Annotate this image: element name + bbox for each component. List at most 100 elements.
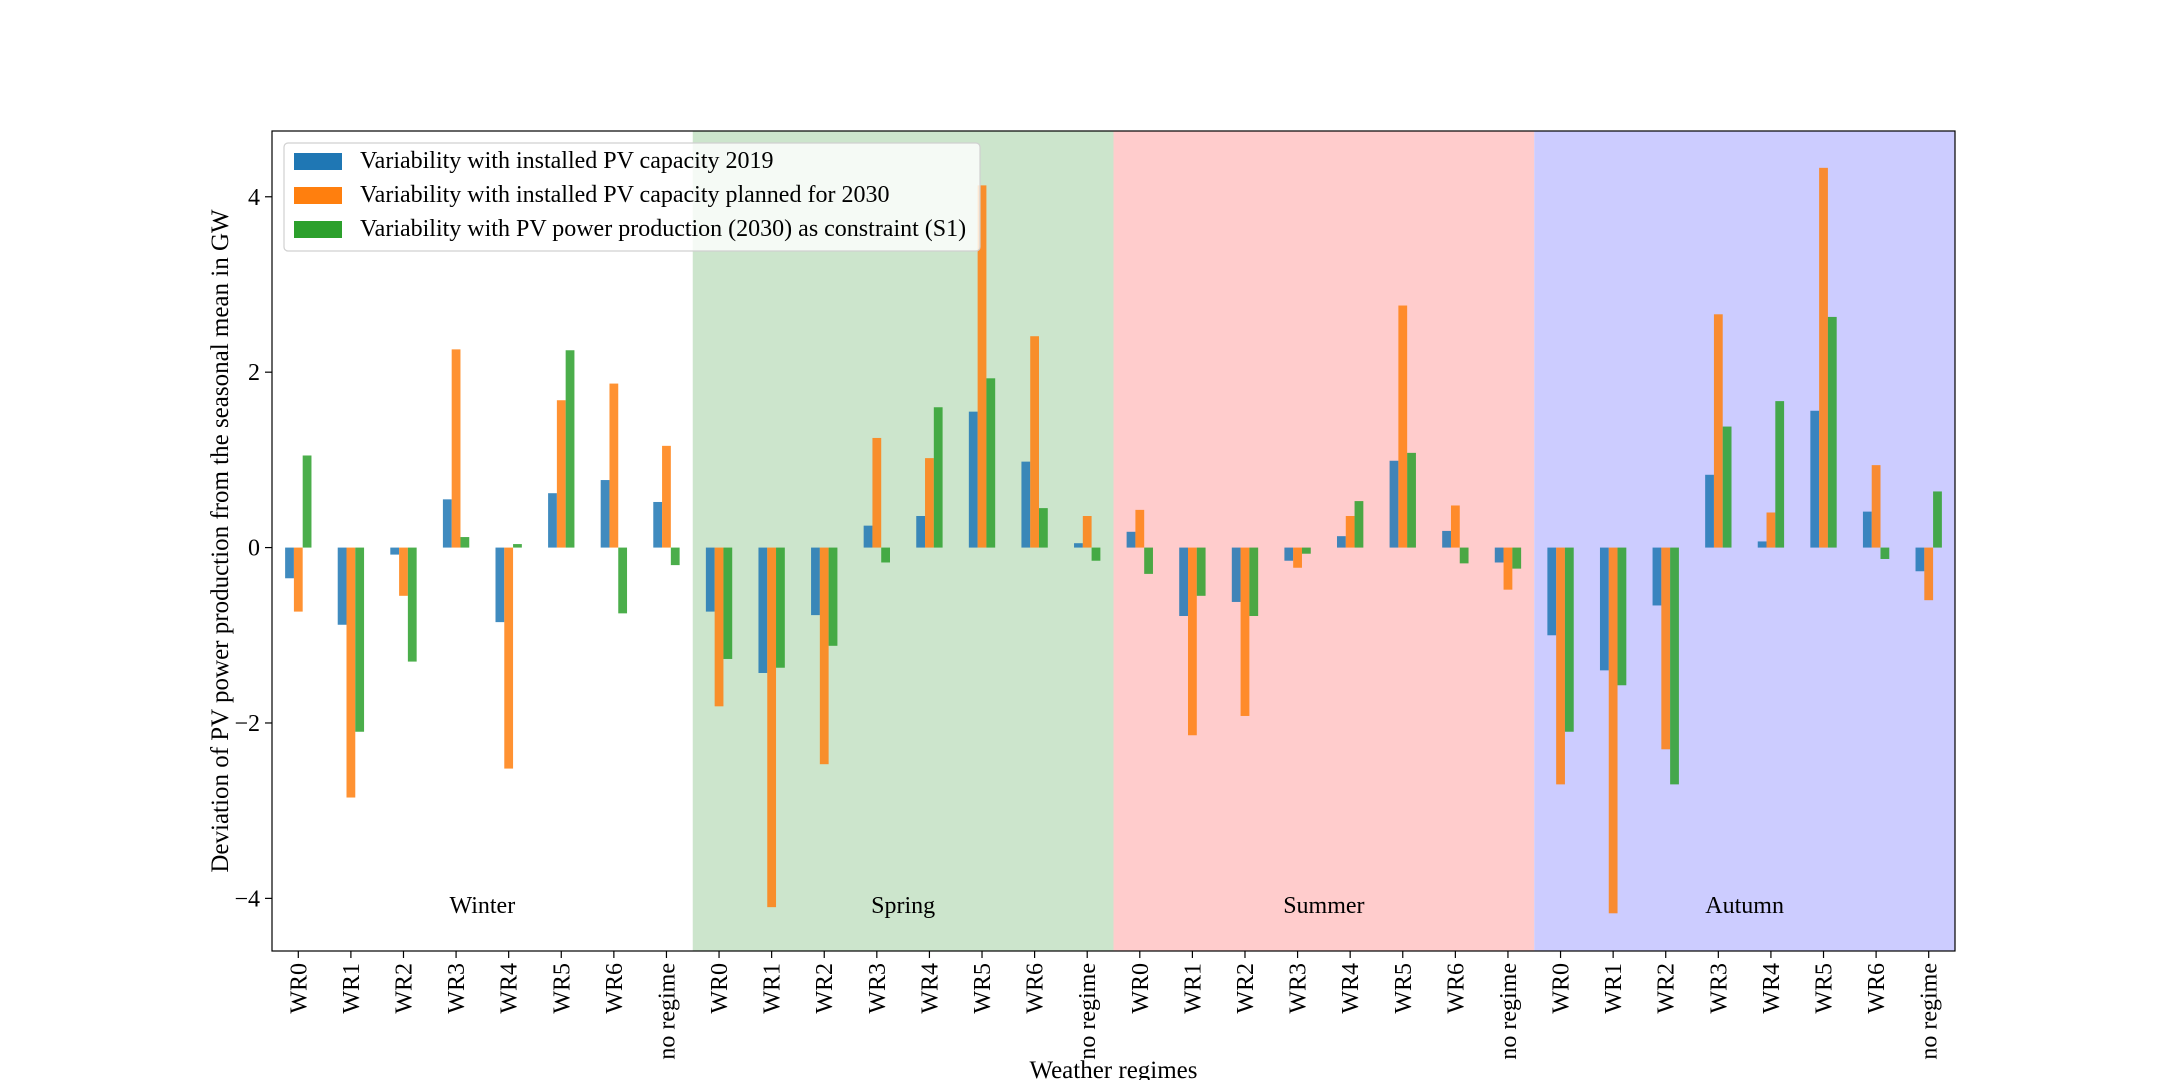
bar-series0-cat6 xyxy=(600,480,610,548)
bar-series2-cat2 xyxy=(407,547,417,662)
bar-series2-cat29 xyxy=(1827,316,1837,548)
bar-series2-cat7 xyxy=(670,547,680,566)
season-labels: Winter Spring Summer Autumn xyxy=(450,893,1784,919)
x-tick-label: WR3 xyxy=(1706,963,1732,1014)
bar-series2-cat17 xyxy=(1196,547,1206,596)
x-tick-label: WR2 xyxy=(812,963,838,1014)
x-tick-label: no regime xyxy=(654,963,680,1060)
bar-series2-cat13 xyxy=(986,378,996,548)
x-tick-label: WR1 xyxy=(760,963,786,1014)
season-label-autumn: Autumn xyxy=(1705,893,1784,919)
bar-series1-cat25 xyxy=(1608,547,1618,914)
season-label-spring: Spring xyxy=(871,893,935,919)
bar-series1-cat14 xyxy=(1030,336,1040,548)
bar-series2-cat30 xyxy=(1880,547,1890,559)
bar-series2-cat27 xyxy=(1722,426,1732,548)
bar-series2-cat16 xyxy=(1144,547,1153,574)
bar-series1-cat16 xyxy=(1135,509,1145,548)
x-tick-label: WR5 xyxy=(1812,963,1838,1014)
bar-series0-cat25 xyxy=(1599,547,1609,671)
bar-series1-cat22 xyxy=(1450,505,1460,548)
y-tick-label: −4 xyxy=(234,886,260,912)
bar-series1-cat26 xyxy=(1661,547,1671,750)
bar-series1-cat8 xyxy=(714,547,724,707)
x-tick-label: WR4 xyxy=(497,963,523,1014)
bar-series0-cat0 xyxy=(285,547,294,579)
bar-series2-cat3 xyxy=(460,537,470,548)
y-tick-label: −2 xyxy=(234,711,260,737)
x-tick-label: WR6 xyxy=(1443,963,1469,1014)
bar-series1-cat5 xyxy=(556,400,566,548)
x-tick-label: WR0 xyxy=(1549,963,1575,1014)
x-tick-label: WR6 xyxy=(1864,963,1890,1014)
bar-series1-cat29 xyxy=(1819,167,1828,548)
bar-series2-cat31 xyxy=(1933,491,1942,548)
bar-series1-cat15 xyxy=(1082,516,1092,548)
bar-series1-cat27 xyxy=(1713,314,1723,548)
bar-series2-cat18 xyxy=(1249,547,1259,616)
bar-series2-cat20 xyxy=(1354,501,1364,548)
bar-series2-cat23 xyxy=(1512,547,1522,569)
bar-series1-cat17 xyxy=(1187,547,1197,736)
x-tick-label: WR4 xyxy=(1759,963,1785,1014)
bar-series2-cat19 xyxy=(1301,547,1311,554)
bar-series0-cat27 xyxy=(1705,474,1714,548)
bar-series0-cat18 xyxy=(1231,547,1241,602)
bar-series1-cat6 xyxy=(609,383,619,548)
legend-label-2: Variability with PV power production (20… xyxy=(360,216,966,242)
bar-series2-cat25 xyxy=(1617,547,1627,686)
bar-series0-cat26 xyxy=(1652,547,1662,606)
season-band-summer xyxy=(1113,131,1535,951)
bar-series2-cat6 xyxy=(618,547,628,614)
bar-series0-cat29 xyxy=(1810,410,1820,548)
x-tick-label: no regime xyxy=(1496,963,1522,1060)
bar-series0-cat16 xyxy=(1126,531,1136,548)
legend: Variability with installed PV capacity 2… xyxy=(283,142,981,252)
x-axis-title: Weather regimes xyxy=(1029,1057,1197,1080)
bar-series2-cat5 xyxy=(565,350,575,548)
bar-series2-cat15 xyxy=(1091,547,1101,561)
bar-series0-cat21 xyxy=(1389,460,1399,548)
bar-series0-cat31 xyxy=(1915,547,1925,572)
x-tick-label: WR1 xyxy=(339,963,365,1014)
x-tick-label: WR3 xyxy=(1286,963,1312,1014)
bar-series0-cat11 xyxy=(863,525,873,548)
bar-series1-cat1 xyxy=(346,547,356,798)
bar-series1-cat12 xyxy=(925,458,934,548)
bar-series0-cat3 xyxy=(442,499,452,548)
bar-series1-cat0 xyxy=(293,547,303,612)
bar-series0-cat23 xyxy=(1494,547,1504,563)
bar-series0-cat20 xyxy=(1336,536,1346,548)
x-tick-label: WR2 xyxy=(1654,963,1680,1014)
bar-series1-cat11 xyxy=(872,437,882,548)
bar-series1-cat4 xyxy=(504,547,514,769)
x-tick-label: WR6 xyxy=(1023,963,1049,1014)
bar-series2-cat21 xyxy=(1407,452,1416,548)
season-label-winter: Winter xyxy=(450,893,516,919)
bar-series2-cat9 xyxy=(776,547,785,668)
bar-series2-cat24 xyxy=(1564,547,1574,732)
x-tick-label: WR0 xyxy=(707,963,733,1014)
x-tick-label: WR2 xyxy=(1233,963,1259,1014)
bar-series2-cat8 xyxy=(723,547,733,659)
x-tick-label: WR0 xyxy=(286,963,312,1014)
bar-series0-cat8 xyxy=(705,547,715,612)
bar-series1-cat7 xyxy=(662,445,671,548)
bar-series2-cat10 xyxy=(828,547,838,646)
bar-series0-cat7 xyxy=(653,501,663,548)
x-tick-label: WR3 xyxy=(444,963,470,1014)
x-tick-label: WR6 xyxy=(602,963,628,1014)
bar-series2-cat1 xyxy=(355,547,365,732)
bar-series0-cat10 xyxy=(811,547,820,616)
x-tick-label: WR3 xyxy=(865,963,891,1014)
bar-series1-cat2 xyxy=(399,547,408,596)
bar-series1-cat20 xyxy=(1345,516,1355,548)
season-band-winter xyxy=(272,131,693,951)
season-band-autumn xyxy=(1534,131,1955,951)
bar-series0-cat9 xyxy=(758,547,768,673)
bar-series0-cat30 xyxy=(1862,511,1872,548)
x-tick-label: WR2 xyxy=(391,963,417,1014)
season-bands xyxy=(272,131,1955,951)
x-tick-label: WR5 xyxy=(1391,963,1417,1014)
